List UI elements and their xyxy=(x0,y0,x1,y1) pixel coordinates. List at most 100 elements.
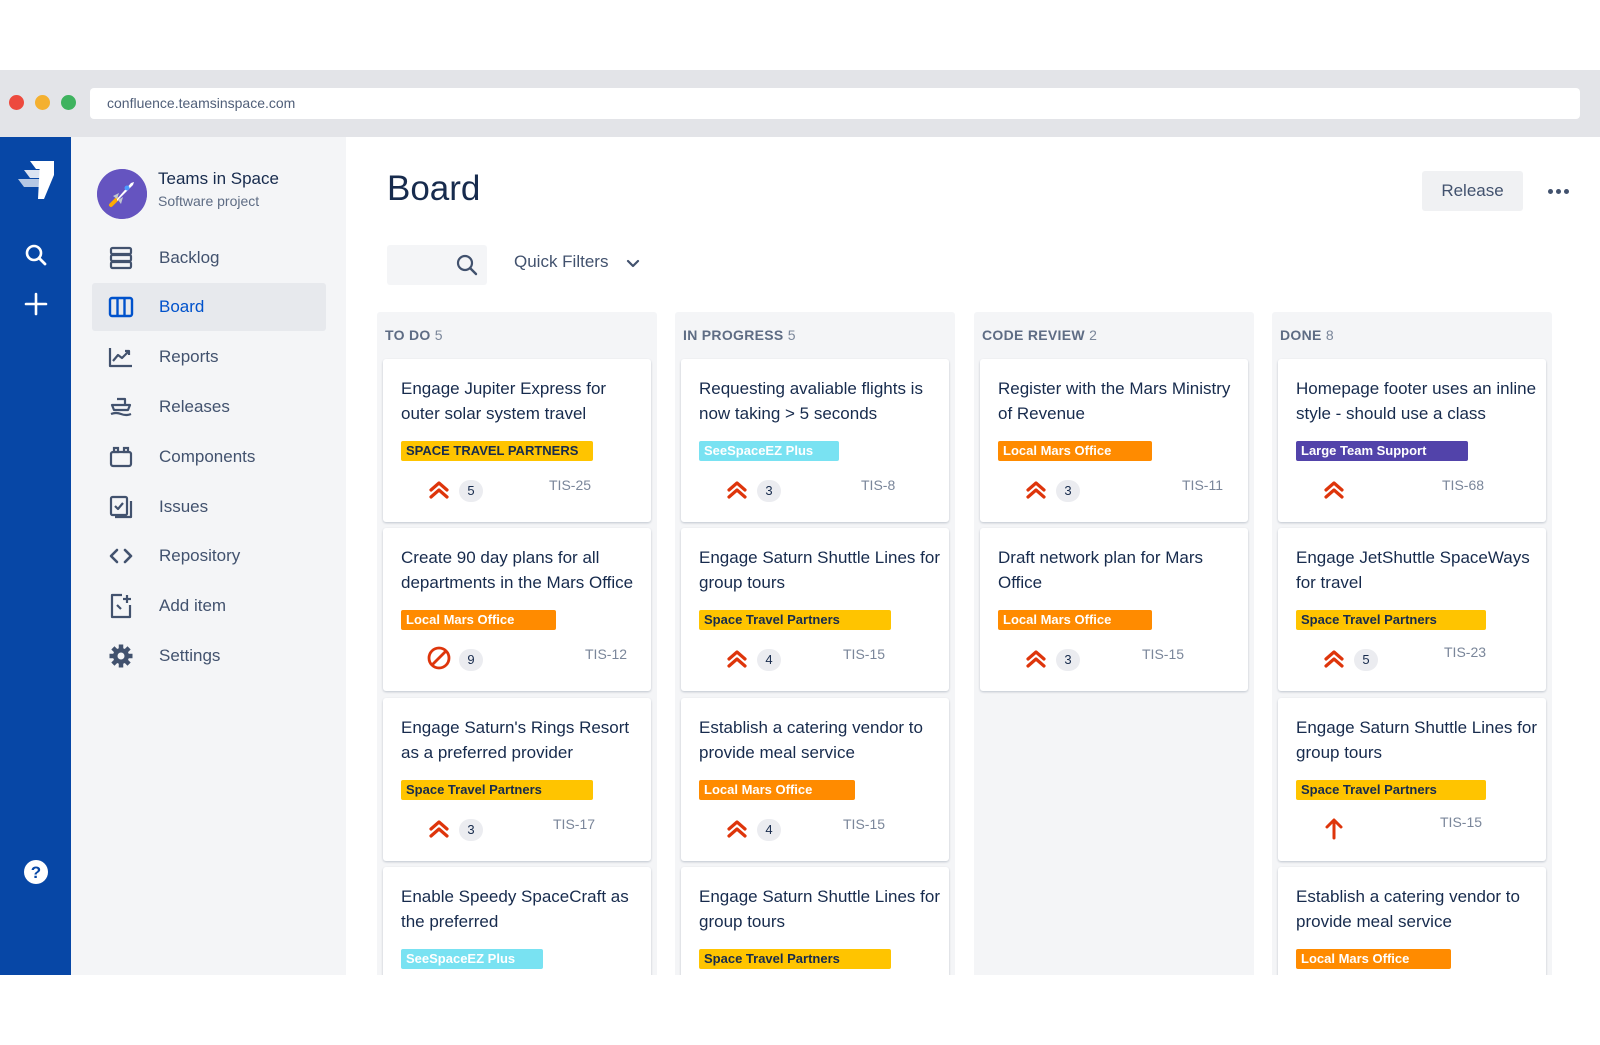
issue-title: Establish a catering vendor to provide m… xyxy=(699,718,923,762)
sidebar-item-releases[interactable]: Releases xyxy=(92,383,326,431)
story-points-badge: 3 xyxy=(1056,480,1080,502)
column-title: CODE REVIEW xyxy=(982,327,1085,343)
issue-card[interactable]: Establish a catering vendor to provide m… xyxy=(681,698,949,861)
issue-card[interactable]: Register with the Mars Ministry of Reven… xyxy=(980,359,1248,522)
release-button[interactable]: Release xyxy=(1422,171,1523,211)
story-points-badge: 9 xyxy=(459,649,483,671)
issue-card[interactable]: Establish a catering vendor to provide m… xyxy=(1278,867,1546,975)
repository-icon xyxy=(107,542,135,570)
sidebar-item-backlog[interactable]: Backlog xyxy=(92,234,326,282)
sidebar-item-board[interactable]: Board xyxy=(92,283,326,331)
issue-key[interactable]: TIS-15 xyxy=(1440,814,1483,830)
epic-label[interactable]: Space Travel Partners xyxy=(699,610,891,630)
issue-key[interactable]: TIS-15 xyxy=(843,646,886,662)
epic-label[interactable]: Large Team Support xyxy=(1296,441,1468,461)
create-plus-icon[interactable] xyxy=(0,289,71,319)
sidebar-item-add-item[interactable]: Add item xyxy=(92,582,326,630)
issues-icon xyxy=(107,493,135,521)
sidebar-item-label: Settings xyxy=(159,646,221,665)
priority-blocker-icon xyxy=(427,646,451,670)
epic-label[interactable]: SPACE TRAVEL PARTNERS xyxy=(401,441,593,461)
priority-highest-icon xyxy=(1322,646,1346,670)
epic-label[interactable]: Space Travel Partners xyxy=(1296,610,1486,630)
sidebar-item-issues[interactable]: Issues xyxy=(92,483,326,531)
column-header: DONE 8 xyxy=(1280,327,1334,343)
board-main: Board Release Quick Filters TO DO 5 Engag… xyxy=(346,137,1600,975)
issue-card[interactable]: Engage Saturn Shuttle Lines for group to… xyxy=(681,867,949,975)
epic-label[interactable]: Space Travel Partners xyxy=(401,780,593,800)
epic-label[interactable]: SeeSpaceEZ Plus xyxy=(699,441,839,461)
epic-label[interactable]: Local Mars Office xyxy=(998,441,1152,461)
epic-label[interactable]: SeeSpaceEZ Plus xyxy=(401,949,543,969)
project-name: Teams in Space xyxy=(158,169,279,188)
board-column-code-review: CODE REVIEW 2 Register with the Mars Mini… xyxy=(974,312,1254,975)
issue-title: Engage Saturn Shuttle Lines for group to… xyxy=(1296,718,1537,762)
issue-card[interactable]: Draft network plan for Mars Office Local … xyxy=(980,528,1248,691)
issue-key[interactable]: TIS-25 xyxy=(549,477,592,493)
epic-label[interactable]: Local Mars Office xyxy=(998,610,1152,630)
search-icon[interactable] xyxy=(0,240,71,270)
svg-text:?: ? xyxy=(30,863,40,882)
issue-title: Create 90 day plans for all departments … xyxy=(401,548,634,592)
issue-card[interactable]: Create 90 day plans for all departments … xyxy=(383,528,651,691)
sidebar-item-reports[interactable]: Reports xyxy=(92,333,326,381)
story-points-badge: 3 xyxy=(459,819,483,841)
priority-highest-icon xyxy=(1322,477,1346,501)
story-points-badge: 4 xyxy=(757,819,781,841)
sidebar-item-settings[interactable]: Settings xyxy=(92,632,326,680)
sidebar-item-label: Repository xyxy=(159,546,241,565)
issue-key[interactable]: TIS-15 xyxy=(843,816,886,832)
issue-title: Draft network plan for Mars Office xyxy=(998,548,1204,592)
issue-card[interactable]: Requesting avaliable flights is now taki… xyxy=(681,359,949,522)
address-bar[interactable]: confluence.teamsinspace.com xyxy=(90,88,1580,119)
sidebar-item-label: Board xyxy=(159,297,205,316)
issue-key[interactable]: TIS-11 xyxy=(1182,477,1223,493)
issue-key[interactable]: TIS-8 xyxy=(861,477,896,493)
add-item-icon xyxy=(107,592,135,620)
priority-highest-icon xyxy=(1024,477,1048,501)
issue-key[interactable]: TIS-12 xyxy=(585,646,628,662)
close-window-button[interactable] xyxy=(9,95,24,110)
board-icon xyxy=(107,293,135,321)
issue-card[interactable]: Engage Saturn Shuttle Lines for group to… xyxy=(681,528,949,691)
column-count: 2 xyxy=(1089,327,1098,343)
epic-label[interactable]: Space Travel Partners xyxy=(1296,780,1486,800)
sidebar-item-label: Reports xyxy=(159,347,219,366)
help-icon[interactable]: ? xyxy=(0,857,71,887)
issue-title: Homepage footer uses an inline style - s… xyxy=(1296,379,1537,423)
sidebar-item-components[interactable]: Components xyxy=(92,433,326,481)
maximize-window-button[interactable] xyxy=(61,95,76,110)
column-title: IN PROGRESS xyxy=(683,327,784,343)
settings-icon xyxy=(107,642,135,670)
releases-icon xyxy=(107,393,135,421)
board-search-input[interactable] xyxy=(387,245,487,285)
epic-label[interactable]: Local Mars Office xyxy=(401,610,556,630)
minimize-window-button[interactable] xyxy=(35,95,50,110)
jira-logo-icon[interactable] xyxy=(0,157,71,203)
board-column-in-progress: IN PROGRESS 5 Requesting avaliable flight… xyxy=(675,312,955,975)
epic-label[interactable]: Local Mars Office xyxy=(1296,949,1451,969)
issue-card[interactable]: Engage Jupiter Express for outer solar s… xyxy=(383,359,651,522)
sidebar-item-label: Backlog xyxy=(159,248,220,267)
issue-key[interactable]: TIS-23 xyxy=(1444,644,1487,660)
sidebar-item-repository[interactable]: Repository xyxy=(92,532,326,580)
issue-card[interactable]: Engage Saturn Shuttle Lines for group to… xyxy=(1278,698,1546,861)
project-avatar xyxy=(97,169,147,219)
priority-highest-icon xyxy=(427,816,451,840)
priority-highest-icon xyxy=(1024,646,1048,670)
issue-key[interactable]: TIS-17 xyxy=(553,816,596,832)
issue-key[interactable]: TIS-68 xyxy=(1442,477,1485,493)
issue-card[interactable]: Homepage footer uses an inline style - s… xyxy=(1278,359,1546,522)
issue-card[interactable]: Enable Speedy SpaceCraft as the preferre… xyxy=(383,867,651,975)
issue-card[interactable]: Engage JetShuttle SpaceWays for travel Sp… xyxy=(1278,528,1546,691)
column-header: CODE REVIEW 2 xyxy=(982,327,1097,343)
epic-label[interactable]: Local Mars Office xyxy=(699,780,855,800)
quick-filters-dropdown[interactable]: Quick Filters xyxy=(514,252,640,272)
more-options-icon[interactable] xyxy=(1538,175,1578,207)
issue-title: Requesting avaliable flights is now taki… xyxy=(699,379,923,423)
issue-key[interactable]: TIS-15 xyxy=(1142,646,1185,662)
issue-card[interactable]: Engage Saturn's Rings Resort as a prefer… xyxy=(383,698,651,861)
priority-highest-icon xyxy=(427,477,451,501)
priority-highest-icon xyxy=(725,816,749,840)
epic-label[interactable]: Space Travel Partners xyxy=(699,949,891,969)
